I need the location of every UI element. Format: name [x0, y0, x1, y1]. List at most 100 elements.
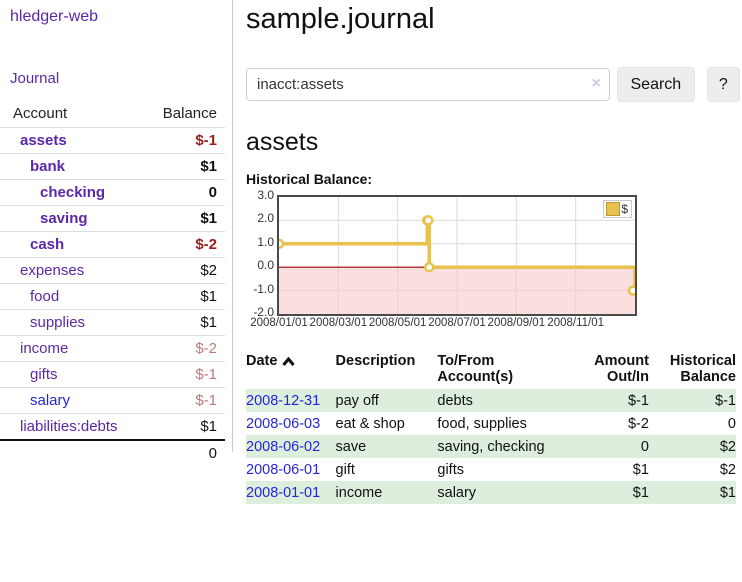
cell-balance: 0: [727, 416, 736, 432]
account-row: expenses $2: [0, 257, 225, 283]
account-link[interactable]: liabilities:debts: [20, 418, 118, 435]
cell-date[interactable]: 2008-06-03: [246, 412, 336, 435]
account-row: checking 0: [0, 179, 225, 205]
transaction-date-link[interactable]: 2008-06-03: [246, 416, 321, 432]
chart-title: Historical Balance:: [246, 171, 373, 187]
sidebar: hledger-web Journal Account Balance asse…: [0, 0, 233, 462]
cell-date[interactable]: 2008-06-02: [246, 435, 336, 458]
account-balance: $1: [200, 418, 217, 435]
cell-date[interactable]: 2008-01-01: [246, 481, 336, 504]
account-balance: $-1: [195, 132, 217, 149]
register-row: 2008-12-31 pay off debts $-1 $-1: [246, 389, 736, 412]
register-row: 2008-06-02 save saving, checking 0 $2: [246, 435, 736, 458]
transaction-date-link[interactable]: 2008-12-31: [246, 393, 321, 409]
cell-date[interactable]: 2008-06-01: [246, 458, 336, 481]
historical-balance-chart: 3.0 2.0 1.0 0.0 -1.0 -2.0 $ 2008/01/01 2008/03…: [246, 188, 740, 335]
app-brand-link[interactable]: hledger-web: [10, 8, 99, 25]
sort-ascending-icon: [282, 356, 296, 366]
chart-legend: $: [603, 200, 632, 218]
cell-accounts: food, supplies: [437, 416, 527, 432]
y-tick-label: 3.0: [257, 188, 274, 202]
x-tick-label: 2008/03/01: [309, 317, 368, 329]
account-link[interactable]: gifts: [30, 366, 58, 383]
y-tick-label: 1.0: [257, 234, 274, 249]
main-content: sample.journal × Search ? assets Histori…: [246, 0, 740, 504]
register-row: 2008-01-01 income salary $1 $1: [246, 481, 736, 504]
x-tick-label: 2008/11/01: [547, 317, 605, 329]
transaction-date-link[interactable]: 2008-06-02: [246, 439, 321, 455]
account-balance: $1: [200, 314, 217, 331]
y-tick-label: -1.0: [253, 281, 274, 296]
account-link[interactable]: food: [30, 288, 60, 305]
cell-description: save: [335, 435, 438, 458]
cell-date[interactable]: 2008-12-31: [246, 389, 336, 412]
cell-amount: $-1: [573, 389, 649, 412]
account-balance: $1: [200, 288, 217, 305]
cell-accounts: debts: [437, 389, 574, 412]
account-heading: assets: [246, 128, 319, 156]
register-col-header[interactable]: Date: [246, 351, 336, 389]
account-row: liabilities:debts $1: [0, 413, 225, 439]
cell-description: income: [335, 481, 438, 504]
account-row: assets $-1: [0, 127, 225, 153]
accounts-table-body: assets $-1 bank $1 checking 0 saving $1 cash $-2 e…: [0, 127, 225, 439]
account-link[interactable]: expenses: [20, 262, 85, 279]
x-tick-label: 2008/01/01: [250, 317, 308, 329]
account-row: food $1: [0, 283, 225, 309]
legend-swatch-icon: [606, 202, 621, 216]
account-link[interactable]: bank: [30, 158, 66, 175]
accounts-table-header: Account Balance: [0, 101, 225, 127]
cell-amount: $1: [632, 462, 649, 478]
account-link[interactable]: saving: [40, 210, 88, 227]
balance-line-chart: [279, 197, 635, 314]
clear-search-icon[interactable]: ×: [591, 75, 601, 92]
help-button[interactable]: ?: [706, 67, 740, 102]
transaction-date-link[interactable]: 2008-01-01: [246, 485, 321, 501]
accounts-table: Account Balance assets $-1 bank $1 checking 0…: [0, 101, 225, 466]
account-row: gifts $-1: [0, 361, 225, 387]
chart-plot-area: $: [277, 195, 637, 316]
page-title: sample.journal: [246, 3, 435, 35]
accounts-col-account: Account: [13, 105, 68, 122]
account-balance: 0: [208, 184, 217, 201]
register-row: 2008-06-01 gift gifts $1 $2: [246, 458, 736, 481]
account-balance: $2: [200, 262, 217, 279]
register-row: 2008-06-03 eat & shop food, supplies $-2 0: [246, 412, 736, 435]
cell-balance: $2: [648, 435, 736, 458]
search-button[interactable]: Search: [617, 67, 695, 102]
data-point-marker: [627, 285, 635, 296]
search-box: ×: [246, 67, 610, 102]
account-row: income $-2: [0, 335, 225, 361]
sidebar-item-journal[interactable]: Journal: [10, 70, 60, 87]
account-row: cash $-2: [0, 231, 225, 257]
cell-description: eat & shop: [335, 416, 405, 432]
register-col-label: Date: [246, 353, 278, 369]
x-tick-label: 2008/05/01: [368, 317, 427, 329]
x-tick-label: 2008/09/01: [487, 317, 546, 329]
cell-balance: $2: [719, 462, 736, 478]
register-col-header: Amount Out/In: [594, 353, 649, 385]
cell-amount: 0: [573, 435, 649, 458]
account-row: salary $-1: [0, 387, 225, 413]
chart-y-axis: 3.0 2.0 1.0 0.0 -1.0 -2.0: [246, 188, 274, 319]
cell-balance: $-1: [648, 389, 736, 412]
legend-label: $: [621, 202, 628, 216]
cell-description: gift: [335, 462, 355, 478]
account-balance: $-2: [195, 236, 217, 253]
cell-balance: $1: [648, 481, 736, 504]
account-row: saving $1: [0, 205, 225, 231]
account-balance: $-1: [195, 392, 217, 409]
account-link[interactable]: checking: [40, 184, 106, 201]
data-point-marker: [423, 261, 435, 273]
account-link[interactable]: assets: [20, 132, 67, 149]
chart-x-axis: 2008/01/01 2008/03/01 2008/05/01 2008/07/01…: [250, 317, 639, 333]
account-link[interactable]: supplies: [30, 314, 86, 331]
accounts-col-balance: Balance: [162, 105, 217, 122]
account-link[interactable]: salary: [30, 392, 71, 409]
data-point-marker: [422, 215, 434, 226]
search-input[interactable]: [246, 68, 610, 101]
transaction-date-link[interactable]: 2008-06-01: [246, 462, 321, 478]
account-link[interactable]: cash: [30, 236, 65, 253]
cell-accounts: gifts: [437, 462, 464, 478]
account-link[interactable]: income: [20, 340, 69, 357]
